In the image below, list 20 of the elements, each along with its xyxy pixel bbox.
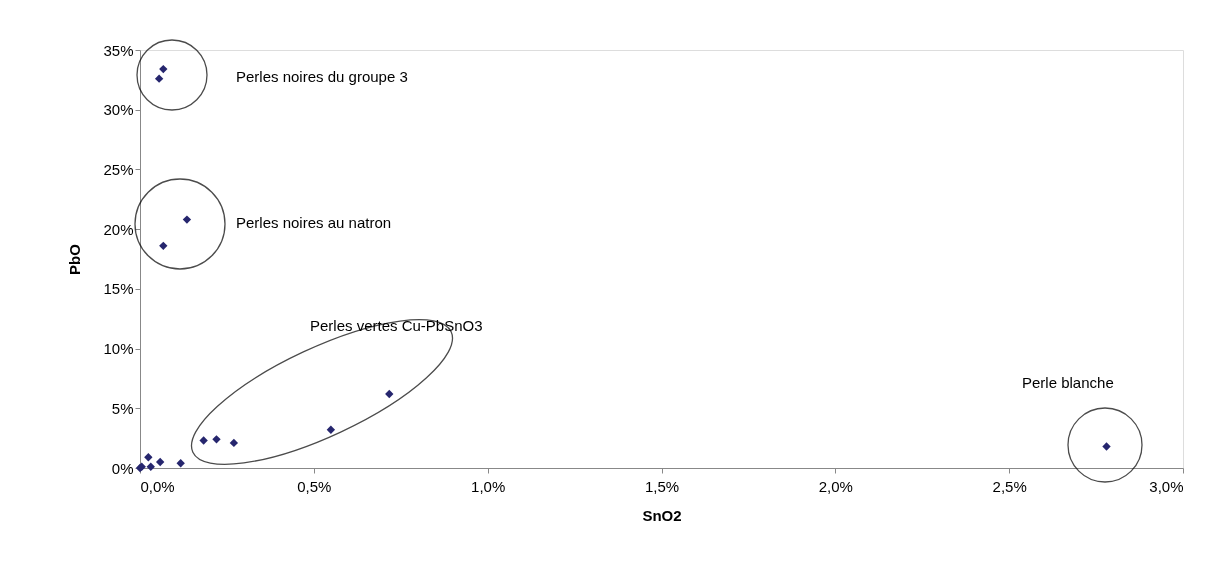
annotation: Perles noires au natron xyxy=(236,214,392,231)
y-axis-title: PbO xyxy=(66,243,84,275)
x-tick-label: 3,0% xyxy=(1149,477,1184,495)
y-tick-label: 30% xyxy=(103,101,134,119)
y-tick-label: 10% xyxy=(103,340,134,358)
x-tick-label: 1,5% xyxy=(644,477,680,495)
annotation: Perle blanche xyxy=(1022,374,1114,391)
y-tick-label: 15% xyxy=(103,280,134,298)
x-axis-title: SnO2 xyxy=(642,506,682,524)
x-tick-label: 2,5% xyxy=(992,477,1027,495)
y-tick-label: 35% xyxy=(103,41,134,59)
y-tick-label: 25% xyxy=(103,160,134,178)
y-tick-label: 5% xyxy=(111,399,134,417)
x-tick-label: 0,5% xyxy=(297,477,332,495)
annotation: Perles noires du groupe 3 xyxy=(236,68,408,85)
x-tick-label: 2,0% xyxy=(818,477,853,495)
x-tick-label: 0,0% xyxy=(140,477,175,495)
y-tick-label: 20% xyxy=(103,220,134,238)
y-tick-label: 0% xyxy=(111,459,134,477)
x-tick-label: 1,0% xyxy=(471,477,506,495)
